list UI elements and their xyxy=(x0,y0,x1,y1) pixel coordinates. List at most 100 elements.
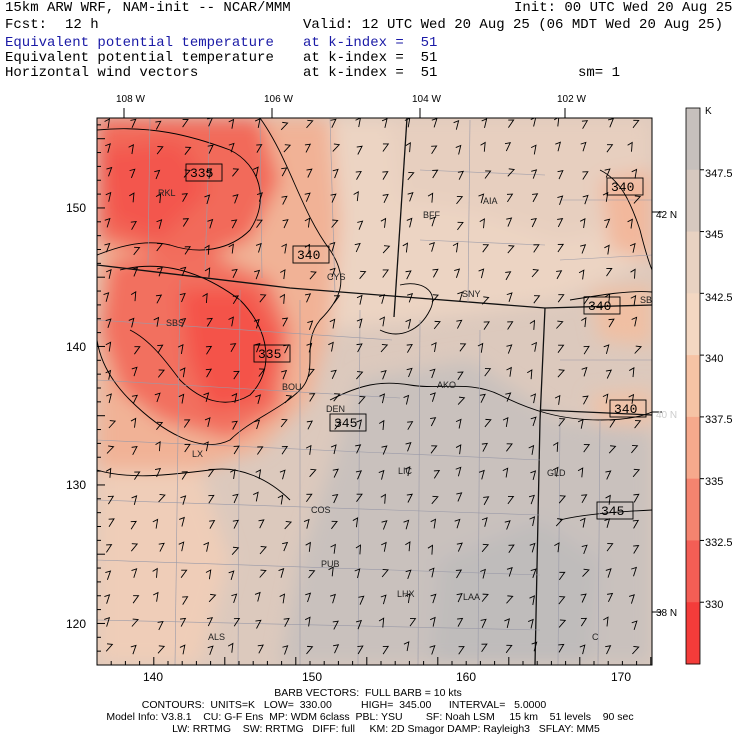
wind-barb xyxy=(232,194,239,204)
wind-barb xyxy=(232,168,240,177)
wind-barb xyxy=(378,469,385,480)
wind-barb xyxy=(227,642,234,653)
wind-barb xyxy=(231,392,238,403)
wind-barb xyxy=(429,216,436,227)
contour-lines xyxy=(97,118,652,521)
wind-barb xyxy=(480,618,487,628)
colorbar-tick: 335 xyxy=(705,476,723,488)
wind-barb xyxy=(259,569,267,578)
wind-barb xyxy=(382,193,389,203)
wind-barb xyxy=(554,542,560,553)
wind-barb xyxy=(304,616,311,627)
wind-barb xyxy=(484,170,492,179)
map-frame xyxy=(96,117,653,666)
bottom-axis-label: 140 xyxy=(143,670,163,684)
wind-barb xyxy=(105,369,112,380)
wind-barb xyxy=(381,520,388,530)
wind-barb xyxy=(506,595,514,604)
wind-barb xyxy=(406,493,413,503)
wind-barb xyxy=(228,118,235,129)
wind-barb xyxy=(328,341,334,352)
wind-barb xyxy=(131,394,139,404)
wind-barb xyxy=(457,371,464,381)
wind-barb xyxy=(457,617,464,627)
station-label: SNY xyxy=(462,289,481,299)
wind-barb xyxy=(182,218,190,227)
wind-barb xyxy=(259,546,267,555)
wind-barb xyxy=(130,118,137,128)
station-label: SB xyxy=(640,295,652,305)
wind-barb xyxy=(305,541,311,552)
wind-barb xyxy=(581,120,589,129)
wind-barb xyxy=(507,193,514,203)
wind-barb xyxy=(455,569,463,579)
wind-barb xyxy=(605,369,613,379)
wind-barb xyxy=(582,194,589,205)
wind-barb xyxy=(505,644,513,654)
wind-barb xyxy=(355,118,362,128)
wind-barb xyxy=(332,493,339,504)
wind-barb xyxy=(557,344,565,353)
wind-barb xyxy=(583,345,590,355)
wind-barb xyxy=(254,419,261,430)
field-1-level: at k-index = 51 xyxy=(303,35,438,51)
wind-barb xyxy=(304,192,311,202)
wind-barb xyxy=(580,617,588,627)
wind-barb xyxy=(529,595,535,606)
wind-barb xyxy=(306,168,313,178)
wind-barb xyxy=(231,546,240,556)
wind-barb xyxy=(481,296,490,305)
wind-barb xyxy=(478,469,485,480)
wind-barb xyxy=(557,243,565,253)
wind-barb xyxy=(430,445,438,454)
colorbar-tick: 342.5 xyxy=(705,292,733,304)
wind-barb xyxy=(454,268,461,278)
wind-barb xyxy=(554,394,561,405)
wind-barb xyxy=(427,544,434,555)
contour-label: 340 xyxy=(588,299,611,314)
wind-barb xyxy=(407,171,415,181)
top-axis-label: 106 W xyxy=(264,94,293,105)
wind-barb xyxy=(431,294,439,303)
wind-barb xyxy=(157,645,166,654)
wind-barb xyxy=(431,118,438,128)
wind-barb xyxy=(178,541,185,552)
wind-barb xyxy=(356,371,364,380)
wind-barb xyxy=(430,417,437,427)
wind-barb xyxy=(502,416,509,427)
wind-barb xyxy=(380,493,386,504)
wind-barb xyxy=(131,445,138,456)
wind-barb xyxy=(281,195,288,205)
wind-barb xyxy=(630,268,636,279)
wind-barb xyxy=(507,245,515,254)
wind-barb xyxy=(429,645,436,655)
wind-barb xyxy=(428,567,435,578)
contour-label: 335 xyxy=(258,347,281,362)
wind-barb xyxy=(405,441,412,452)
wind-barb xyxy=(633,195,642,204)
wind-barb xyxy=(379,294,385,304)
wind-barb xyxy=(506,366,512,377)
wind-barb xyxy=(180,317,187,328)
wind-barb xyxy=(354,242,361,253)
wind-barb xyxy=(481,543,490,553)
wind-barb xyxy=(555,518,564,527)
wind-barb xyxy=(481,643,488,652)
wind-barb xyxy=(182,596,189,605)
wind-barb xyxy=(407,421,414,430)
wind-barb xyxy=(407,293,414,303)
wind-barb xyxy=(131,618,139,627)
wind-barb xyxy=(206,317,213,327)
wind-barb xyxy=(203,441,209,452)
field-2-name: Equivalent potential temperature xyxy=(5,50,274,66)
wind-barb xyxy=(105,643,114,652)
wind-barb xyxy=(577,467,584,478)
wind-barb xyxy=(105,341,112,352)
wind-barb xyxy=(380,369,387,380)
wind-barb xyxy=(558,571,566,581)
wind-barb xyxy=(331,219,339,228)
wind-barb xyxy=(254,342,261,353)
wind-barb xyxy=(455,418,462,429)
wind-barb xyxy=(457,221,464,231)
